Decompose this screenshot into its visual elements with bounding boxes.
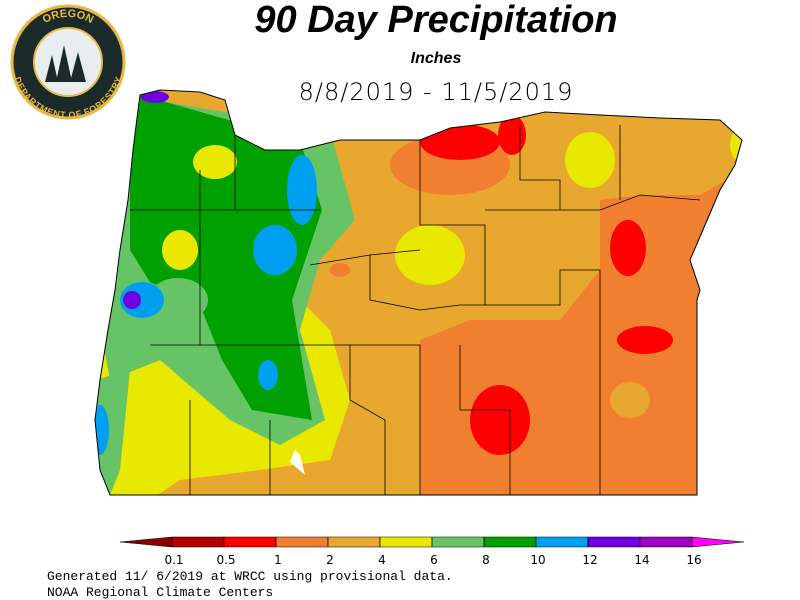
legend-tick-label: 0.5 — [216, 553, 235, 567]
legend-tick-label: 1 — [274, 553, 282, 567]
map — [95, 90, 742, 495]
legend-bin — [275, 536, 329, 548]
legend-bin — [379, 536, 433, 548]
legend-bin — [171, 536, 225, 548]
legend-low-cap — [119, 536, 173, 548]
legend-tick-label: 6 — [430, 553, 438, 567]
legend-tick-label: 10 — [530, 553, 545, 567]
state-outline — [94, 89, 743, 496]
legend-tick-label: 2 — [326, 553, 334, 567]
logo-top: OREGON — [41, 8, 96, 26]
legend-tick-label: 12 — [582, 553, 597, 567]
legend: 0.1 0.5 1 2 4 6 8 10 12 14 16 — [119, 536, 745, 567]
legend-bin — [327, 536, 381, 548]
date-range: 8/8/2019 - 11/5/2019 — [299, 78, 574, 106]
footer-line: Generated 11/ 6/2019 at WRCC using provi… — [47, 569, 453, 584]
legend-tick-label: 0.1 — [164, 553, 183, 567]
legend-bin — [483, 536, 537, 548]
subtitle: Inches — [411, 50, 462, 67]
legend-bin — [223, 536, 277, 548]
legend-bin — [587, 536, 641, 548]
legend-tick-label: 16 — [686, 553, 701, 567]
legend-high-cap — [691, 536, 745, 548]
title: 90 Day Precipitation — [254, 0, 617, 41]
footer-line: NOAA Regional Climate Centers — [47, 585, 273, 600]
legend-tick-label: 8 — [482, 553, 490, 567]
legend-tick-label: 14 — [634, 553, 649, 567]
logo: OREGON DEPARTMENT OF FORESTRY — [10, 4, 126, 120]
legend-bin — [639, 536, 693, 548]
legend-bin — [535, 536, 589, 548]
legend-bin — [431, 536, 485, 548]
legend-tick-label: 4 — [378, 553, 386, 567]
logo-top-text: OREGON — [41, 8, 96, 26]
